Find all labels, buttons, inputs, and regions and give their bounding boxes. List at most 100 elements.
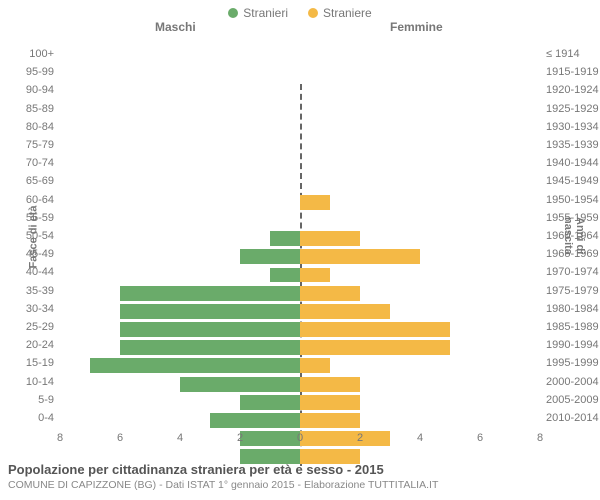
age-row [60,358,540,373]
age-row [60,304,540,319]
age-label: 65-69 [0,175,54,187]
birth-year-label: 1970-1974 [546,266,599,278]
age-label: 50-54 [0,230,54,242]
age-row [60,104,540,119]
bar-female [300,195,330,210]
column-title-male: Maschi [155,20,196,34]
bar-male [90,358,300,373]
age-row [60,413,540,428]
age-label: 80-84 [0,121,54,133]
age-row [60,213,540,228]
age-label: 30-34 [0,303,54,315]
age-row [60,249,540,264]
birth-year-label: 1935-1939 [546,139,599,151]
age-row [60,322,540,337]
x-tick-label: 8 [57,432,63,444]
age-label: 90-94 [0,84,54,96]
bar-female [300,395,360,410]
legend-item-male: Stranieri [228,6,288,20]
bar-female [300,431,390,446]
bar-male [120,304,300,319]
bar-male [210,413,300,428]
age-label: 5-9 [0,394,54,406]
x-tick-label: 0 [297,432,303,444]
bar-male [120,322,300,337]
age-row [60,140,540,155]
bar-male [240,431,300,446]
bar-male [270,268,300,283]
bar-male [240,249,300,264]
age-row [60,268,540,283]
x-tick-label: 4 [177,432,183,444]
bar-male [120,286,300,301]
age-row [60,377,540,392]
y-axis-title-right: Anni di nascita [562,217,586,269]
birth-year-label: 1940-1944 [546,157,599,169]
age-label: 0-4 [0,412,54,424]
age-label: 55-59 [0,212,54,224]
age-row [60,158,540,173]
x-tick-label: 4 [417,432,423,444]
age-label: 75-79 [0,139,54,151]
age-label: 85-89 [0,103,54,115]
birth-year-label: ≤ 1914 [546,48,580,60]
birth-year-label: 1930-1934 [546,121,599,133]
age-row [60,86,540,101]
x-tick-label: 6 [117,432,123,444]
birth-year-label: 2000-2004 [546,376,599,388]
bar-female [300,322,450,337]
age-label: 25-29 [0,321,54,333]
x-tick-label: 8 [537,432,543,444]
x-tick-label: 2 [357,432,363,444]
bar-female [300,304,390,319]
bar-female [300,413,360,428]
column-titles: Maschi Femmine [0,20,600,38]
age-label: 95-99 [0,66,54,78]
footer: Popolazione per cittadinanza straniera p… [8,462,592,491]
birth-year-label: 1950-1954 [546,194,599,206]
bar-female [300,377,360,392]
legend-swatch-female [308,8,318,18]
birth-year-label: 2010-2014 [546,412,599,424]
age-label: 45-49 [0,248,54,260]
age-label: 100+ [0,48,54,60]
age-row [60,340,540,355]
bar-female [300,286,360,301]
age-row [60,231,540,246]
age-label: 20-24 [0,339,54,351]
bar-male [240,395,300,410]
age-label: 15-19 [0,357,54,369]
age-label: 35-39 [0,285,54,297]
bar-female [300,231,360,246]
age-row [60,122,540,137]
legend-swatch-male [228,8,238,18]
column-title-female: Femmine [390,20,443,34]
bar-female [300,249,420,264]
birth-year-label: 1965-1969 [546,248,599,260]
birth-year-label: 1925-1929 [546,103,599,115]
bar-female [300,358,330,373]
birth-year-label: 1980-1984 [546,303,599,315]
legend: Stranieri Straniere [0,0,600,20]
age-row [60,177,540,192]
bar-male [270,231,300,246]
legend-label-male: Stranieri [243,6,288,20]
birth-year-label: 1945-1949 [546,175,599,187]
bar-male [180,377,300,392]
birth-year-label: 1995-1999 [546,357,599,369]
birth-year-label: 1990-1994 [546,339,599,351]
legend-label-female: Straniere [323,6,372,20]
birth-year-label: 1920-1924 [546,84,599,96]
bar-male [120,340,300,355]
age-label: 70-74 [0,157,54,169]
bar-female [300,340,450,355]
age-label: 60-64 [0,194,54,206]
age-row [60,195,540,210]
plot-area [60,84,540,466]
legend-item-female: Straniere [308,6,372,20]
birth-year-label: 1960-1964 [546,230,599,242]
age-row [60,286,540,301]
chart-title: Popolazione per cittadinanza straniera p… [8,462,592,477]
age-label: 40-44 [0,266,54,278]
bar-female [300,268,330,283]
